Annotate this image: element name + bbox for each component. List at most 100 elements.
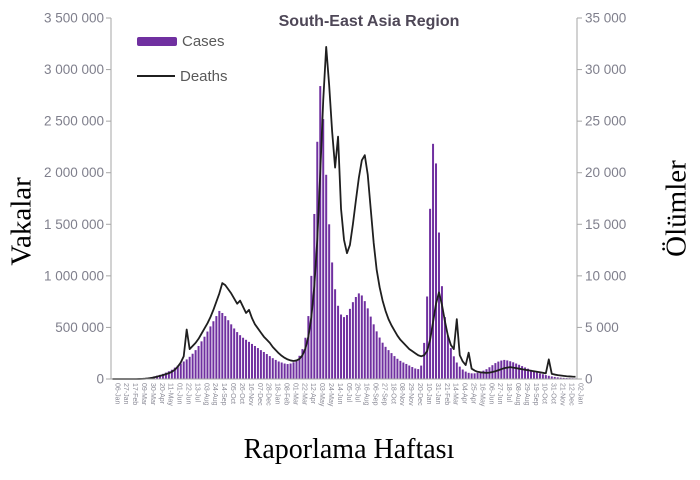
case-bar bbox=[253, 345, 256, 379]
x-axis-title: Raporlama Haftası bbox=[243, 434, 455, 465]
x-tick-label: 10-Oct bbox=[541, 383, 548, 404]
x-tick-label: 08-Aug bbox=[514, 383, 521, 406]
case-bar bbox=[515, 363, 518, 379]
case-bar bbox=[203, 336, 206, 379]
x-tick-label: 29-Nov bbox=[407, 383, 414, 406]
x-tick-label: 19-Sep bbox=[532, 383, 539, 406]
x-tick-label: 17-Feb bbox=[131, 383, 138, 405]
right-tick-label: 15 000 bbox=[585, 217, 626, 232]
x-tick-label: 02-Jan bbox=[576, 383, 583, 405]
x-tick-label: 24-May bbox=[327, 383, 334, 407]
case-bar bbox=[411, 367, 414, 379]
case-bar bbox=[482, 370, 485, 379]
case-bar bbox=[274, 359, 277, 379]
x-tick-label: 08-Feb bbox=[282, 383, 289, 405]
x-tick-label: 21-Nov bbox=[559, 383, 566, 406]
cases-bars-series bbox=[120, 86, 577, 379]
x-tick-label: 01-Jun bbox=[176, 383, 183, 405]
case-bar bbox=[556, 377, 559, 379]
x-tick-label: 16-Nov bbox=[247, 383, 254, 406]
case-bar bbox=[173, 367, 176, 379]
case-bar bbox=[348, 308, 351, 379]
case-bar bbox=[209, 326, 212, 379]
case-bar bbox=[221, 312, 224, 379]
case-bar bbox=[343, 317, 345, 379]
case-bar bbox=[559, 377, 562, 379]
case-bar bbox=[440, 286, 443, 379]
case-bar bbox=[378, 337, 381, 379]
case-bar bbox=[176, 365, 179, 379]
case-bar bbox=[242, 337, 245, 379]
left-tick-label: 500 000 bbox=[55, 320, 104, 335]
chart-title: South-East Asia Region bbox=[278, 13, 460, 30]
legend-item-cases: Cases bbox=[137, 30, 228, 52]
case-bar bbox=[363, 301, 366, 379]
case-bar bbox=[452, 356, 455, 379]
x-tick-label: 20-Dec bbox=[416, 383, 423, 406]
x-tick-label: 03-Aug bbox=[202, 383, 209, 406]
x-tick-label: 06-Sep bbox=[372, 383, 379, 406]
case-bar bbox=[375, 331, 378, 379]
case-bar bbox=[354, 297, 357, 379]
case-bar bbox=[292, 362, 295, 379]
case-bar bbox=[316, 141, 319, 379]
x-tick-label: 14-Mar bbox=[452, 383, 459, 406]
case-bar bbox=[432, 143, 435, 379]
case-bar bbox=[479, 371, 482, 379]
case-bar bbox=[215, 316, 218, 379]
left-axis-tick-labels: 0 500 000 1 000 000 1 500 000 2 000 000 2 500… bbox=[44, 11, 111, 387]
case-bar bbox=[334, 289, 337, 379]
x-axis-tick-labels: 06-Jan 27-Jan 17-Feb 09-Mar 30-Mar 20-Apr 11-M… bbox=[113, 383, 583, 407]
x-tick-label: 29-Aug bbox=[523, 383, 530, 406]
case-bar bbox=[360, 295, 363, 379]
case-bar bbox=[402, 362, 405, 379]
case-bar bbox=[423, 342, 426, 379]
case-bar bbox=[283, 363, 286, 379]
case-bar bbox=[446, 335, 449, 379]
case-bar bbox=[322, 119, 325, 379]
case-bar bbox=[443, 317, 446, 379]
case-bar bbox=[236, 332, 239, 379]
case-bar bbox=[259, 350, 262, 379]
x-tick-label: 14-Sep bbox=[220, 383, 227, 406]
case-bar bbox=[307, 316, 310, 379]
x-tick-label: 22-Mar bbox=[300, 383, 307, 406]
case-bar bbox=[372, 324, 375, 379]
case-bar bbox=[245, 339, 248, 379]
case-bar bbox=[277, 361, 280, 379]
case-bar bbox=[429, 208, 432, 379]
x-tick-label: 31-Oct bbox=[550, 383, 557, 404]
case-bar bbox=[268, 356, 271, 379]
case-bar bbox=[562, 377, 565, 379]
case-bar bbox=[396, 358, 399, 379]
case-bar bbox=[390, 353, 393, 379]
case-bar bbox=[170, 369, 173, 379]
case-bar bbox=[194, 350, 197, 379]
x-tick-label: 01-Mar bbox=[291, 383, 298, 406]
case-bar bbox=[158, 374, 161, 379]
x-tick-label: 16-May bbox=[478, 383, 485, 407]
right-tick-label: 30 000 bbox=[585, 62, 626, 77]
case-bar bbox=[197, 345, 200, 379]
x-tick-label: 06-Jan bbox=[113, 383, 120, 405]
case-bar bbox=[473, 373, 476, 379]
case-bar bbox=[449, 348, 452, 379]
case-bar bbox=[331, 262, 334, 379]
case-bar bbox=[485, 369, 488, 379]
x-tick-label: 04-Apr bbox=[461, 383, 468, 405]
case-bar bbox=[179, 363, 182, 379]
case-bar bbox=[340, 314, 343, 379]
case-bar bbox=[524, 367, 527, 379]
case-bar bbox=[467, 372, 470, 379]
right-axis-tick-labels: 0 5 000 10 000 15 000 20 000 25 000 30 000 35 0… bbox=[577, 11, 626, 387]
right-tick-label: 25 000 bbox=[585, 114, 626, 129]
x-tick-label: 30-Mar bbox=[149, 383, 156, 406]
right-tick-label: 5 000 bbox=[585, 320, 619, 335]
case-bar bbox=[167, 371, 170, 379]
x-tick-label: 18-Oct bbox=[389, 383, 396, 404]
case-bar bbox=[230, 324, 233, 379]
case-bar bbox=[405, 363, 408, 379]
deaths-line-series bbox=[112, 45, 576, 380]
legend-cases-label: Cases bbox=[182, 32, 225, 50]
case-bar bbox=[200, 341, 203, 379]
